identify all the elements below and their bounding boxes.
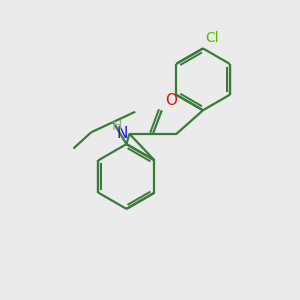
Text: N: N xyxy=(116,126,128,141)
Text: O: O xyxy=(165,93,177,108)
Text: H: H xyxy=(112,119,122,134)
Text: Cl: Cl xyxy=(206,31,219,45)
